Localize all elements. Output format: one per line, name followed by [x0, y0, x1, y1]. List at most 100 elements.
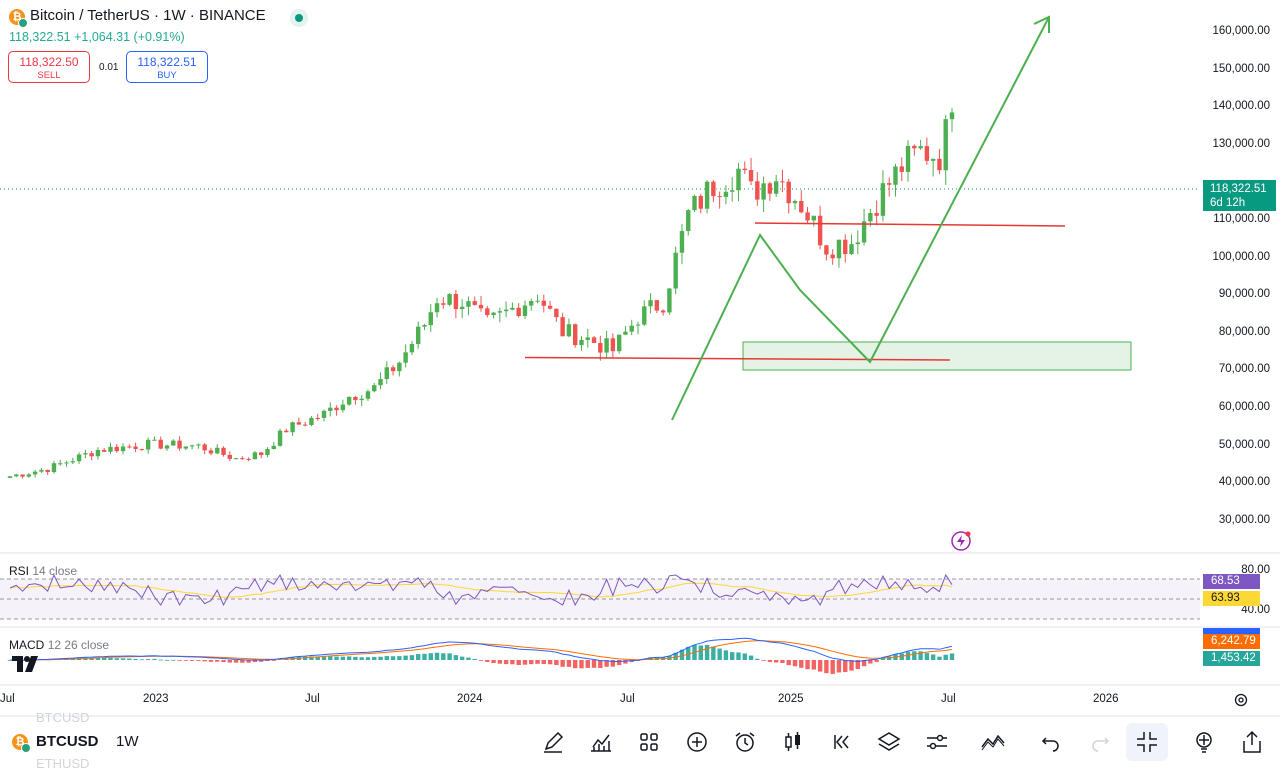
candle-body	[233, 458, 239, 460]
time-tick: Jul	[620, 693, 635, 705]
grid-icon[interactable]	[636, 729, 662, 755]
candle-body	[114, 446, 119, 452]
candle-body	[943, 119, 948, 171]
candle-body	[158, 439, 163, 449]
macd-histogram-bar	[836, 660, 842, 673]
macd-histogram-bar	[177, 660, 182, 661]
macd-histogram-bar	[686, 646, 691, 660]
macd-histogram-bar	[252, 660, 258, 663]
candle-body	[585, 337, 590, 340]
candle-body	[648, 300, 653, 307]
pencil-icon[interactable]	[540, 729, 566, 755]
indicators-icon[interactable]	[588, 729, 614, 755]
macd-histogram-bar	[773, 660, 779, 663]
candle-body	[434, 303, 440, 313]
undo-icon[interactable]	[1038, 729, 1064, 755]
candle-body	[290, 422, 295, 433]
macd-histogram-bar	[817, 660, 823, 672]
macd-histogram-bar	[466, 657, 471, 660]
candle-body	[642, 306, 647, 325]
share-icon[interactable]	[1239, 729, 1265, 755]
layers-icon[interactable]	[876, 729, 902, 755]
sell-button[interactable]: 118,322.50 SELL	[8, 51, 90, 83]
tradingview-logo	[12, 656, 42, 672]
candle-body	[259, 452, 264, 456]
buy-button[interactable]: 118,322.51 BUY	[126, 51, 208, 83]
macd-histogram-bar	[591, 660, 597, 668]
resistance-line	[754, 222, 1066, 227]
plus-circle-icon[interactable]	[684, 729, 710, 755]
candle-body	[704, 181, 710, 209]
candle-body	[560, 317, 565, 337]
interval-selector[interactable]: 1W	[116, 733, 139, 750]
sliders-icon[interactable]	[924, 729, 950, 755]
macd-histogram	[7, 644, 955, 674]
macd-histogram-bar	[736, 652, 741, 660]
macd-histogram-bar	[265, 660, 270, 662]
rsi-ma-value-tag: 63.93	[1203, 591, 1260, 606]
candle-body	[171, 440, 176, 446]
macd-histogram-bar	[95, 657, 101, 660]
macd-histogram-bar	[799, 660, 804, 668]
candle-body	[673, 252, 678, 289]
collapse-icon[interactable]	[1134, 729, 1160, 755]
candle-body	[654, 300, 660, 311]
candle-body	[340, 404, 346, 411]
macd-histogram-bar	[930, 654, 936, 660]
replay-icon[interactable]	[828, 729, 854, 755]
price-tick: 100,000.00	[1212, 251, 1270, 263]
candle-body	[14, 474, 19, 477]
macd-histogram-bar	[949, 653, 955, 660]
macd-histogram-bar	[233, 660, 239, 663]
chart-pattern-icon[interactable]	[980, 729, 1006, 755]
macd-histogram-bar	[453, 655, 459, 660]
candle-body	[89, 453, 94, 457]
candle-body	[246, 458, 251, 460]
macd-histogram-bar	[340, 656, 346, 660]
macd-histogram-bar	[390, 656, 396, 660]
candle-body	[64, 462, 69, 464]
macd-legend[interactable]: MACD 12 26 close	[9, 638, 109, 652]
market-status-icon[interactable]	[290, 9, 308, 27]
macd-histogram-bar	[566, 660, 572, 667]
macd-histogram-bar	[912, 651, 917, 660]
macd-histogram-bar	[139, 659, 145, 661]
rsi-tick: 80.00	[1241, 564, 1270, 576]
candle-body	[95, 449, 101, 457]
symbol-selector[interactable]: BTCUSD	[36, 733, 99, 750]
alarm-icon[interactable]	[732, 729, 758, 755]
rsi-legend[interactable]: RSI 14 close	[9, 564, 77, 578]
macd-histogram-bar	[861, 660, 867, 667]
buy-price: 118,322.51	[137, 55, 197, 69]
macd-histogram-bar	[315, 656, 320, 660]
candle-body	[497, 311, 503, 313]
ghost-symbol-above: BTCUSD	[36, 710, 90, 725]
symbol-title[interactable]: Bitcoin / TetherUS · 1W · BINANCE	[30, 7, 266, 24]
bitcoin-icon[interactable]: ₿	[12, 734, 31, 753]
macd-histogram-bar	[811, 660, 817, 670]
lightbulb-icon[interactable]	[1191, 729, 1217, 755]
redo-icon[interactable]	[1087, 729, 1113, 755]
candlestick-series	[7, 108, 955, 479]
flash-icon[interactable]	[950, 530, 972, 552]
time-tick: Jul	[305, 693, 320, 705]
candle-body	[120, 446, 126, 452]
macd-histogram-bar	[748, 655, 754, 660]
price-tick: 60,000.00	[1218, 401, 1270, 413]
candle-body	[937, 158, 942, 171]
price-tick: 140,000.00	[1212, 100, 1270, 112]
settings-icon[interactable]	[1233, 692, 1249, 708]
rsi-band-fill	[0, 579, 1200, 619]
candle-body	[660, 310, 666, 313]
candle-body	[227, 454, 232, 459]
candle-body	[108, 446, 113, 452]
macd-histogram-bar	[547, 660, 553, 665]
candle-body	[70, 461, 75, 463]
candle-body	[127, 446, 132, 448]
candle-body	[390, 367, 396, 372]
candle-body	[428, 312, 433, 326]
candles-icon[interactable]	[780, 729, 806, 755]
candle-body	[698, 195, 703, 209]
candle-body	[403, 352, 408, 363]
